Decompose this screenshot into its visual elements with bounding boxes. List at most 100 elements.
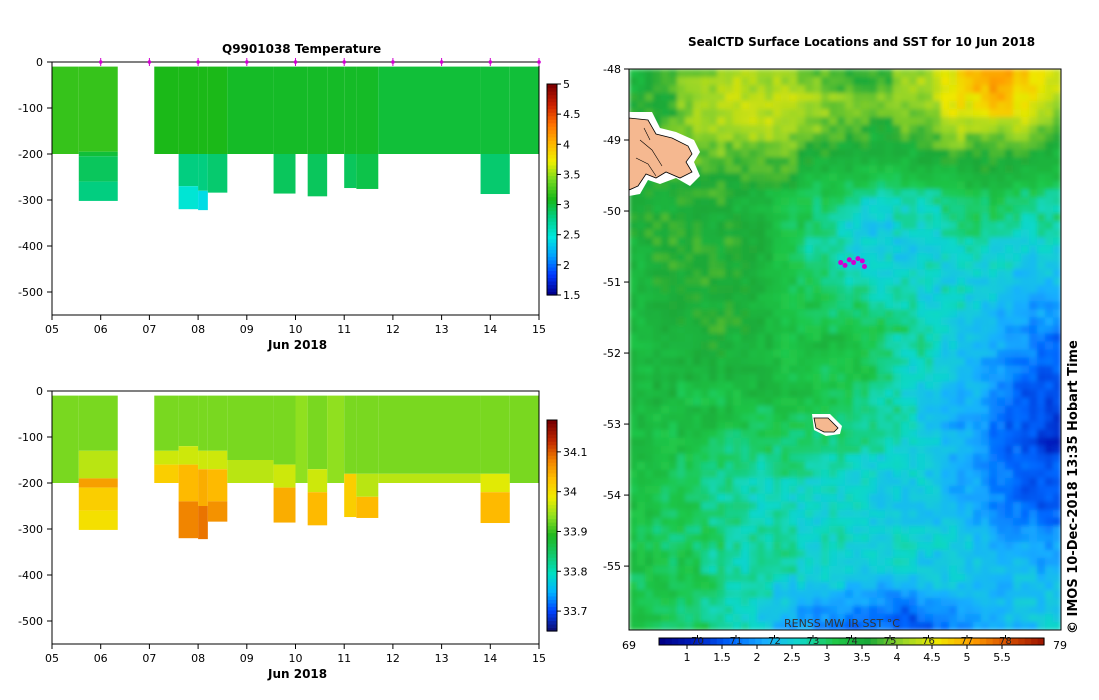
sst-cell [685,133,694,142]
sst-cell [757,301,766,311]
sst-cell [813,149,822,158]
sst-cell [629,461,638,471]
sst-cell [757,149,766,158]
sst-cell [669,509,678,519]
sst-cell [677,117,686,126]
sst-cell [989,141,998,150]
sst-cell [1037,469,1046,479]
sst-cell [917,477,926,487]
sst-cell [765,413,774,423]
section-cell [307,66,328,154]
sst-cell [1037,445,1046,455]
sst-cell [981,253,990,262]
sst-cell [709,509,718,519]
sst-cell [661,421,670,431]
sst-cell [989,157,998,166]
y-tick-label: -500 [18,286,43,299]
sst-cell [901,309,910,319]
colorbar-step [547,532,557,537]
sst-cell [645,293,654,303]
sst-cell [973,261,982,270]
sst-cell [829,245,838,254]
sst-cell [829,133,838,142]
sst-colorbar-step [870,638,878,645]
sst-cell [989,581,998,591]
sst-cell [845,77,854,86]
sst-cell [925,117,934,126]
sst-cell [997,333,1006,343]
sst-cell [1029,149,1038,158]
sst-cell [981,469,990,479]
sst-cell [949,477,958,487]
sst-cell [701,477,710,487]
sst-cell [1005,613,1014,623]
sst-cell [765,317,774,327]
sst-cell [789,373,798,383]
sst-cell [837,69,846,78]
sst-cell [781,317,790,327]
sst-cell [789,493,798,503]
sst-cell [797,109,806,118]
sst-cell [765,373,774,383]
colorbar-step [547,627,557,632]
sst-cell [1037,613,1046,623]
sst-cell [989,445,998,455]
colorbar-step [547,196,557,201]
sst-cell [981,525,990,535]
sst-cell [1021,437,1030,447]
sst-cell [909,205,918,214]
sst-cell [861,165,870,174]
colorbar-tick-label: 1.5 [563,289,581,302]
sst-cell [757,269,766,278]
sst-cell [781,485,790,495]
sst-cell [997,261,1006,270]
sst-cell [741,429,750,439]
sst-cell [805,117,814,126]
sst-cell [653,333,662,343]
sst-cell [941,309,950,319]
sst-cell [1053,509,1061,519]
sst-cell [805,453,814,463]
sst-cell [861,605,870,615]
sst-cell [901,621,910,630]
sst-cell [693,509,702,519]
sst-cell [717,573,726,583]
sst-cell [917,381,926,391]
sst-cell [981,173,990,182]
sst-cell [693,573,702,583]
sst-cell [845,525,854,535]
sst-cell [893,109,902,118]
sst-cell [893,453,902,463]
sst-cell [813,605,822,615]
sst-cell [933,221,942,230]
sst-cell [669,477,678,487]
sst-cell [709,309,718,319]
sst-cell [693,117,702,126]
colorbar-step [547,451,557,456]
sst-cell [805,461,814,471]
sst-cell [869,493,878,503]
sst-cell [1013,157,1022,166]
sst-cell [813,253,822,262]
sst-cell [693,477,702,487]
sst-cell [1005,237,1014,246]
sst-cell [901,421,910,431]
sst-cell [925,565,934,575]
sst-cell [733,517,742,527]
sst-cell [893,341,902,351]
sst-cell [949,597,958,607]
sst-cell [909,229,918,238]
sst-cell [869,557,878,567]
sst-cell [765,581,774,591]
sst-cell [1013,453,1022,463]
sst-cell [917,69,926,78]
sst-cell [893,69,902,78]
sst-cell [917,165,926,174]
sst-cell [901,557,910,567]
sst-cell [789,205,798,214]
sst-cell [725,621,734,630]
sst-cell [1045,285,1054,294]
sst-cell [837,125,846,134]
sst-cell [917,237,926,246]
sst-cell [829,573,838,583]
